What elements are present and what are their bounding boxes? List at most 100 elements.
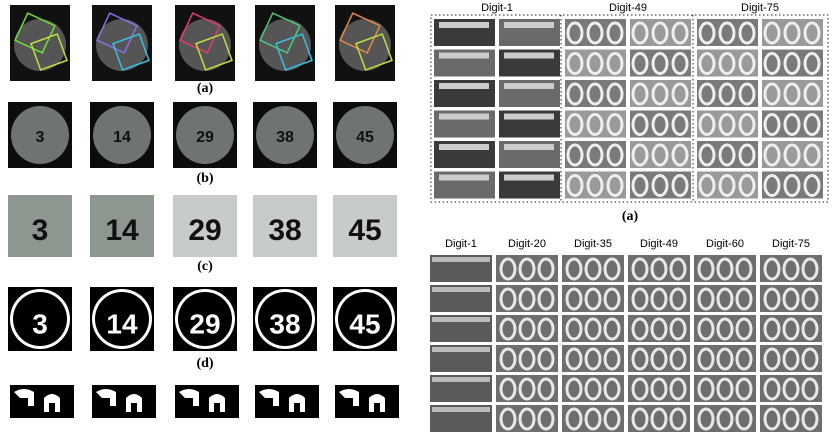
- ball-number: 14: [113, 129, 131, 146]
- digit-stroke: [603, 287, 621, 311]
- digit-stroke: [801, 257, 819, 281]
- digit-stroke: [603, 317, 621, 341]
- digit-stroke: [606, 113, 624, 136]
- digit-stroke: [537, 317, 555, 341]
- digit-stroke: [603, 407, 621, 431]
- digit-stroke: [566, 113, 584, 136]
- digit-stroke: [698, 113, 716, 136]
- digit-stroke: [631, 52, 649, 75]
- digit-stroke: [782, 257, 800, 281]
- digit-stroke: [603, 257, 621, 281]
- digit-stroke: [650, 287, 668, 311]
- ball-number: 29: [189, 308, 220, 339]
- digit-stroke: [584, 407, 602, 431]
- digit-stroke: [782, 317, 800, 341]
- digit-stroke: [735, 407, 753, 431]
- digit-stroke: [651, 174, 669, 197]
- digit-stroke: [439, 22, 489, 28]
- digit-stroke: [631, 82, 649, 106]
- digit-stroke: [565, 317, 583, 341]
- digit-stroke: [735, 347, 753, 371]
- digit-stroke: [650, 347, 668, 371]
- digit-stroke: [697, 317, 715, 341]
- digit-stroke: [504, 83, 554, 89]
- digit-stroke: [783, 52, 801, 75]
- digit-stroke: [504, 144, 554, 150]
- digit-stroke: [669, 377, 687, 401]
- digit-stroke: [783, 174, 801, 197]
- digit-stroke: [651, 21, 669, 45]
- panel-label: (a): [622, 209, 639, 224]
- ball-number: 38: [276, 129, 294, 146]
- digit-stroke: [763, 21, 781, 45]
- row-label: (d): [196, 356, 213, 371]
- digit-stroke: [803, 143, 821, 167]
- digit-stroke: [651, 52, 669, 75]
- strip-shape: [179, 389, 225, 412]
- digit-stroke: [763, 347, 781, 371]
- digit-stroke: [499, 407, 517, 431]
- digit-stroke: [631, 113, 649, 136]
- digit-stroke: [537, 287, 555, 311]
- digit-stroke: [698, 82, 716, 106]
- strip-shape: [14, 389, 60, 412]
- digit-stroke: [669, 347, 687, 371]
- digit-stroke: [565, 287, 583, 311]
- digit-stroke: [735, 257, 753, 281]
- digit-stroke: [650, 257, 668, 281]
- digit-stroke: [537, 347, 555, 371]
- digit-stroke: [803, 113, 821, 136]
- ball: [93, 106, 151, 164]
- digit-stroke: [631, 377, 649, 401]
- digit-stroke: [499, 377, 517, 401]
- digit-stroke: [718, 113, 736, 136]
- row-label: (c): [197, 259, 213, 274]
- digit-stroke: [763, 82, 781, 106]
- ball: [259, 19, 311, 71]
- digit-stroke: [801, 347, 819, 371]
- digit-stroke: [518, 287, 536, 311]
- binary-inner: [13, 292, 67, 346]
- digit-stroke: [565, 257, 583, 281]
- ball-number: 29: [188, 214, 221, 247]
- digit-stroke: [782, 407, 800, 431]
- digit-stroke: [499, 347, 517, 371]
- digit-stroke: [651, 113, 669, 136]
- digit-stroke: [650, 377, 668, 401]
- ball-crop: [333, 195, 397, 257]
- digit-stroke: [565, 347, 583, 371]
- digit-stroke: [718, 143, 736, 167]
- strip-shape: [339, 389, 385, 412]
- digit-stroke: [782, 287, 800, 311]
- digit-stroke: [584, 317, 602, 341]
- digit-stroke: [697, 287, 715, 311]
- ball-crop: [8, 195, 72, 257]
- detection-box: [30, 33, 68, 71]
- digit-stroke: [606, 52, 624, 75]
- digit-stroke: [697, 347, 715, 371]
- digit-stroke: [735, 377, 753, 401]
- digit-stroke: [586, 113, 604, 136]
- ball-number: 14: [106, 308, 138, 339]
- digit-stroke: [698, 52, 716, 75]
- column-header: Digit-60: [706, 238, 744, 250]
- digit-stroke: [763, 317, 781, 341]
- digit-stroke: [606, 143, 624, 167]
- digit-stroke: [631, 317, 649, 341]
- digit-stroke: [671, 113, 689, 136]
- detection-box: [96, 12, 138, 54]
- ball: [96, 19, 148, 71]
- digit-stroke: [698, 143, 716, 167]
- digit-stroke: [518, 317, 536, 341]
- digit-stroke: [566, 52, 584, 75]
- digit-stroke: [697, 407, 715, 431]
- digit-stroke: [650, 407, 668, 431]
- digit-stroke: [669, 287, 687, 311]
- digit-stroke: [763, 377, 781, 401]
- ball-number: 3: [32, 214, 49, 247]
- digit-stroke: [586, 143, 604, 167]
- digit-stroke: [738, 143, 756, 167]
- digit-stroke: [566, 143, 584, 167]
- digit-stroke: [671, 21, 689, 45]
- ball: [11, 106, 69, 164]
